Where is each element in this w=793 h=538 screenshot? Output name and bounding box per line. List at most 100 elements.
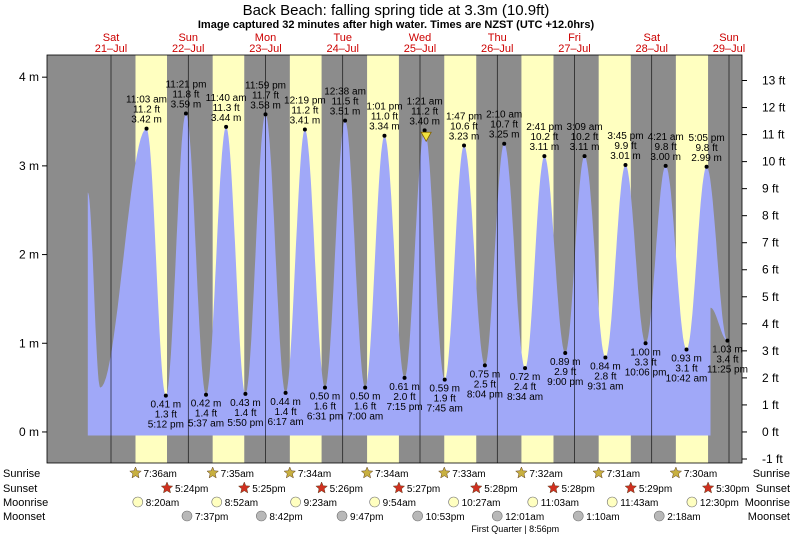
sun-star-icon bbox=[283, 466, 297, 479]
moonset-icon bbox=[256, 510, 267, 522]
low-tide-metres: 0.93 m bbox=[671, 353, 702, 364]
moonrise-label-right: Moonrise bbox=[745, 497, 790, 509]
high-tide-feet: 10.7 ft bbox=[490, 120, 518, 131]
sunset-time: 5:25pm bbox=[252, 484, 285, 495]
moonrise-icon bbox=[686, 496, 698, 508]
sun-star-icon bbox=[392, 481, 406, 494]
tide-point bbox=[144, 126, 149, 131]
high-tide-time: 3:09 am bbox=[566, 122, 602, 133]
high-tide-metres: 3.34 m bbox=[369, 122, 400, 133]
y-right-tick-label: 2 ft bbox=[762, 371, 779, 385]
day-date-label: 21–Jul bbox=[95, 43, 127, 55]
y-right-tick-label: 11 ft bbox=[762, 128, 785, 142]
high-tide-feet: 9.8 ft bbox=[655, 142, 677, 153]
moonrise-time: 8:20am bbox=[146, 498, 179, 509]
sunrise-label-left: Sunrise bbox=[3, 468, 40, 480]
sunset-time: 5:29pm bbox=[639, 484, 672, 495]
low-tide-feet: 2.8 ft bbox=[594, 371, 616, 382]
tide-point bbox=[422, 128, 427, 133]
tide-point bbox=[263, 112, 268, 117]
moonrise-time: 8:52am bbox=[225, 498, 258, 509]
low-tide-metres: 0.75 m bbox=[470, 369, 501, 380]
tide-point bbox=[183, 111, 188, 116]
day-date-label: 22–Jul bbox=[172, 43, 204, 55]
low-tide-time: 6:17 am bbox=[268, 417, 304, 428]
day-date-label: 28–Jul bbox=[636, 43, 668, 55]
high-tide-time: 2:10 am bbox=[486, 110, 522, 121]
low-tide-feet: 2.9 ft bbox=[554, 367, 576, 378]
moonset-time: 7:37pm bbox=[195, 512, 228, 523]
sun-star-icon bbox=[469, 481, 483, 494]
sun-star-icon bbox=[360, 466, 374, 479]
low-tide-time: 10:06 pm bbox=[625, 367, 667, 378]
moonrise-time: 9:54am bbox=[383, 498, 416, 509]
low-tide-metres: 0.44 m bbox=[270, 397, 301, 408]
y-left-tick-label: 2 m bbox=[19, 248, 39, 262]
moonset-time: 1:10am bbox=[586, 512, 619, 523]
sunset-time: 5:28pm bbox=[484, 484, 517, 495]
y-right-tick-label: 13 ft bbox=[762, 74, 786, 88]
high-tide-metres: 3.40 m bbox=[409, 116, 440, 127]
y-right-tick-label: -1 ft bbox=[762, 452, 783, 466]
sun-star-icon bbox=[129, 466, 142, 479]
low-tide-metres: 0.50 m bbox=[350, 392, 381, 403]
moonrise-icon bbox=[132, 496, 144, 508]
low-tide-time: 5:12 pm bbox=[148, 420, 184, 431]
low-tide-metres: 1.03 m bbox=[712, 345, 743, 356]
tide-point bbox=[523, 366, 528, 371]
low-tide-time: 5:50 pm bbox=[227, 418, 263, 429]
chart-title: Back Beach: falling spring tide at 3.3m … bbox=[243, 2, 550, 19]
high-tide-time: 11:40 am bbox=[206, 93, 247, 104]
high-tide-metres: 3.59 m bbox=[171, 100, 202, 111]
day-date-label: 26–Jul bbox=[481, 43, 513, 55]
day-name-label: Mon bbox=[255, 32, 276, 44]
high-tide-feet: 11.8 ft bbox=[172, 90, 199, 101]
high-tide-time: 1:01 pm bbox=[366, 102, 402, 113]
tide-point bbox=[442, 377, 447, 382]
chart-subtitle: Image captured 32 minutes after high wat… bbox=[198, 19, 595, 31]
tide-point bbox=[243, 391, 248, 396]
tide-point bbox=[684, 347, 689, 352]
low-tide-metres: 0.43 m bbox=[230, 398, 261, 409]
tide-point bbox=[343, 118, 348, 123]
tide-point bbox=[643, 341, 648, 346]
high-tide-time: 5:05 pm bbox=[689, 133, 725, 144]
high-tide-metres: 3.58 m bbox=[250, 100, 281, 111]
low-tide-time: 8:04 pm bbox=[467, 389, 503, 400]
low-tide-metres: 0.42 m bbox=[191, 399, 222, 410]
moonset-icon bbox=[653, 510, 665, 522]
low-tide-time: 5:37 am bbox=[188, 419, 224, 430]
moonrise-icon bbox=[527, 496, 539, 508]
moonset-icon bbox=[181, 510, 193, 522]
axes: Sat21–JulSun22–JulMon23–JulTue24–JulWed2… bbox=[19, 32, 786, 466]
tide-point bbox=[283, 390, 288, 395]
low-tide-feet: 1.4 ft bbox=[195, 409, 217, 420]
sunrise-time: 7:31am bbox=[607, 469, 640, 480]
sunset-time: 5:28pm bbox=[561, 484, 594, 495]
moonset-time: 8:42pm bbox=[269, 512, 302, 523]
high-tide-feet: 11.2 ft bbox=[411, 106, 438, 117]
low-tide-feet: 1.4 ft bbox=[234, 408, 256, 419]
moonset-icon bbox=[412, 510, 423, 522]
sun-star-icon bbox=[592, 466, 606, 479]
moonrise-icon bbox=[211, 496, 223, 508]
high-tide-metres: 3.00 m bbox=[650, 152, 681, 163]
moonset-time: 12:01am bbox=[505, 512, 544, 523]
sun-star-icon bbox=[624, 481, 638, 494]
tide-point bbox=[725, 338, 730, 343]
y-right-tick-label: 10 ft bbox=[762, 155, 786, 169]
high-tide-time: 11:03 am bbox=[126, 95, 167, 106]
sun-star-icon bbox=[315, 481, 328, 494]
y-right-tick-label: 1 ft bbox=[762, 398, 779, 412]
tide-point bbox=[322, 385, 327, 390]
y-right-tick-label: 8 ft bbox=[762, 209, 779, 223]
high-tide-metres: 3.51 m bbox=[330, 107, 361, 118]
sunrise-label-right: Sunrise bbox=[753, 468, 790, 480]
y-left-tick-label: 0 m bbox=[19, 425, 39, 439]
sun-moon-table: Sunrise Sunrise 7:36am 7:35am 7:34am 7:34am 7:… bbox=[3, 466, 790, 534]
y-right-tick-label: 4 ft bbox=[762, 317, 779, 331]
moonrise-icon bbox=[290, 496, 301, 508]
high-tide-feet: 11.0 ft bbox=[371, 112, 398, 123]
moonset-icon bbox=[572, 510, 584, 522]
